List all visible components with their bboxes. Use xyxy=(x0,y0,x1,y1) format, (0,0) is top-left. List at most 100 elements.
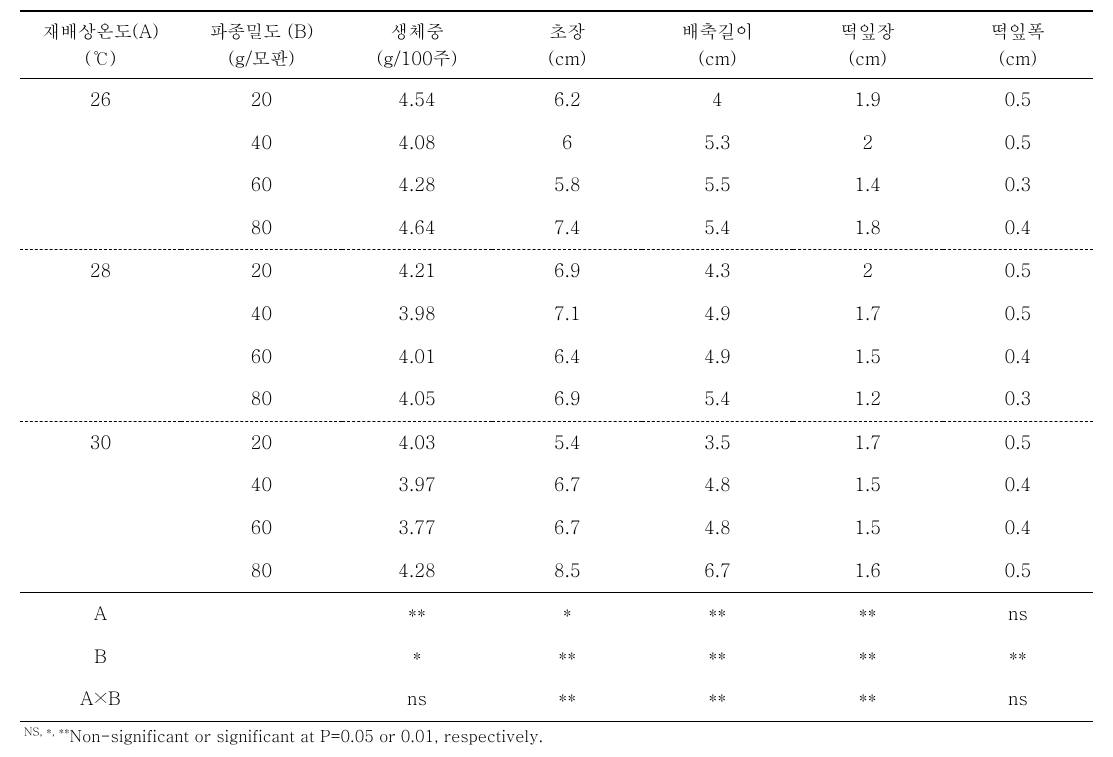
cell-temp xyxy=(20,507,181,550)
table-row: 26204.546.241.90.5 xyxy=(20,79,1093,122)
sig-value: ** xyxy=(492,636,642,679)
cell-value: 1.7 xyxy=(793,293,943,336)
cell-value: 6.2 xyxy=(492,79,642,122)
sig-value: ** xyxy=(793,593,943,636)
cell-value: 4 xyxy=(642,79,792,122)
cell-value: 4.05 xyxy=(342,378,492,421)
cell-value: 6.4 xyxy=(492,336,642,379)
sig-label: B xyxy=(20,636,181,679)
cell-value: 0.5 xyxy=(943,79,1093,122)
header-density: 파종밀도 (B)(g/모판) xyxy=(181,11,342,79)
cell-value: 6.7 xyxy=(642,550,792,593)
cell-value: 6.9 xyxy=(492,250,642,293)
cell-value: 0.4 xyxy=(943,336,1093,379)
cell-value: 4.9 xyxy=(642,293,792,336)
sig-value: * xyxy=(342,636,492,679)
cell-value: 0.5 xyxy=(943,293,1093,336)
cell-value: 4.9 xyxy=(642,336,792,379)
cell-value: 1.2 xyxy=(793,378,943,421)
cell-value: 7.4 xyxy=(492,207,642,250)
cell-value: 0.4 xyxy=(943,464,1093,507)
cell-value: 20 xyxy=(181,421,342,464)
cell-value: 8.5 xyxy=(492,550,642,593)
cell-value: 1.7 xyxy=(793,421,943,464)
cell-value: 20 xyxy=(181,250,342,293)
cell-temp xyxy=(20,164,181,207)
cell-value: 80 xyxy=(181,207,342,250)
cell-temp xyxy=(20,464,181,507)
cell-value: 7.1 xyxy=(492,293,642,336)
sig-empty xyxy=(181,593,342,636)
cell-temp: 26 xyxy=(20,79,181,122)
footnote: NS, *, **Non-significant or significant … xyxy=(20,724,1093,747)
table-row: 804.288.56.71.60.5 xyxy=(20,550,1093,593)
sig-value: ** xyxy=(642,593,792,636)
cell-value: 60 xyxy=(181,507,342,550)
cell-value: 60 xyxy=(181,164,342,207)
cell-value: 4.8 xyxy=(642,507,792,550)
cell-temp: 30 xyxy=(20,421,181,464)
cell-value: 1.5 xyxy=(793,336,943,379)
cell-value: 4.64 xyxy=(342,207,492,250)
cell-value: 0.3 xyxy=(943,378,1093,421)
cell-value: 1.9 xyxy=(793,79,943,122)
table-row: 403.976.74.81.50.4 xyxy=(20,464,1093,507)
cell-value: 4.01 xyxy=(342,336,492,379)
cell-temp xyxy=(20,336,181,379)
cell-temp xyxy=(20,550,181,593)
cell-value: 1.8 xyxy=(793,207,943,250)
sig-empty xyxy=(181,636,342,679)
cell-value: 40 xyxy=(181,464,342,507)
table-row: 403.987.14.91.70.5 xyxy=(20,293,1093,336)
cell-value: 0.5 xyxy=(943,122,1093,165)
cell-value: 20 xyxy=(181,79,342,122)
cell-value: 1.4 xyxy=(793,164,943,207)
data-table: 재배상온도(A)(℃) 파종밀도 (B)(g/모판) 생체중(g/100주) 초… xyxy=(20,10,1093,722)
table-row: 804.056.95.41.20.3 xyxy=(20,378,1093,421)
cell-value: 2 xyxy=(793,250,943,293)
cell-value: 6.7 xyxy=(492,464,642,507)
cell-value: 4.54 xyxy=(342,79,492,122)
cell-value: 6.7 xyxy=(492,507,642,550)
sig-value: * xyxy=(492,593,642,636)
table-row: 603.776.74.81.50.4 xyxy=(20,507,1093,550)
sig-label: A xyxy=(20,593,181,636)
cell-value: 0.5 xyxy=(943,421,1093,464)
cell-value: 40 xyxy=(181,122,342,165)
cell-value: 4.8 xyxy=(642,464,792,507)
table-row: 604.285.85.51.40.3 xyxy=(20,164,1093,207)
table-row: 28204.216.94.320.5 xyxy=(20,250,1093,293)
cell-value: 2 xyxy=(793,122,943,165)
cell-temp xyxy=(20,207,181,250)
cell-value: 5.3 xyxy=(642,122,792,165)
cell-value: 5.4 xyxy=(642,207,792,250)
cell-value: 3.77 xyxy=(342,507,492,550)
cell-value: 4.21 xyxy=(342,250,492,293)
cell-value: 5.5 xyxy=(642,164,792,207)
header-temp: 재배상온도(A)(℃) xyxy=(20,11,181,79)
cell-value: 4.03 xyxy=(342,421,492,464)
sig-value: ns xyxy=(943,593,1093,636)
sig-value: ** xyxy=(793,636,943,679)
cell-temp: 28 xyxy=(20,250,181,293)
footnote-supers: NS, *, ** xyxy=(24,725,70,740)
header-cotwidth: 떡잎폭(cm) xyxy=(943,11,1093,79)
table-row: 604.016.44.91.50.4 xyxy=(20,336,1093,379)
cell-value: 80 xyxy=(181,378,342,421)
header-freshweight: 생체중(g/100주) xyxy=(342,11,492,79)
cell-temp xyxy=(20,378,181,421)
cell-value: 4.08 xyxy=(342,122,492,165)
cell-value: 60 xyxy=(181,336,342,379)
cell-value: 5.8 xyxy=(492,164,642,207)
sig-value: ** xyxy=(642,636,792,679)
header-cotlength: 떡잎장(cm) xyxy=(793,11,943,79)
cell-value: 3.97 xyxy=(342,464,492,507)
cell-value: 3.5 xyxy=(642,421,792,464)
cell-value: 4.3 xyxy=(642,250,792,293)
cell-value: 5.4 xyxy=(492,421,642,464)
cell-value: 80 xyxy=(181,550,342,593)
sig-value: ** xyxy=(342,593,492,636)
table-row: 404.0865.320.5 xyxy=(20,122,1093,165)
cell-value: 0.4 xyxy=(943,507,1093,550)
cell-temp xyxy=(20,122,181,165)
